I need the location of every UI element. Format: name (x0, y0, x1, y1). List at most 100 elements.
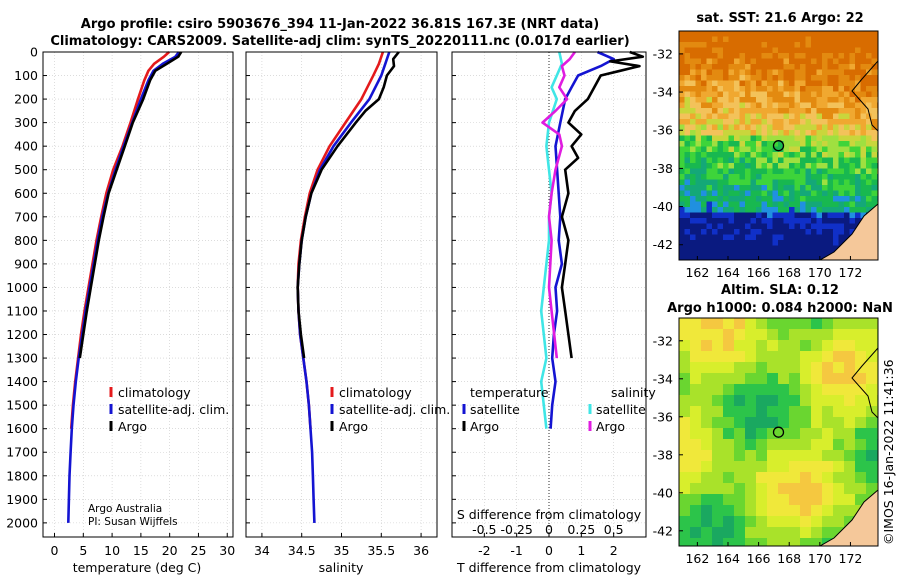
map-cell (794, 97, 801, 103)
map-cell (717, 201, 724, 208)
map-cell (745, 318, 757, 330)
map-cell (822, 251, 828, 257)
map-cell (717, 185, 724, 191)
map-cell (789, 157, 795, 164)
map-cell (822, 130, 828, 136)
map-cell (723, 406, 735, 418)
map-cell (701, 152, 707, 158)
map-cell (728, 130, 735, 136)
map-cell (750, 174, 757, 180)
map-cell (822, 113, 828, 120)
map-cell (838, 47, 845, 54)
map-cell (805, 75, 812, 81)
map-cell (772, 58, 779, 65)
y-tick-label: 1200 (6, 327, 38, 342)
map-cell (827, 201, 834, 208)
map-cell (690, 102, 696, 109)
map-cell (800, 472, 812, 484)
map-cell (822, 439, 834, 451)
map-cell (838, 146, 845, 153)
map-cell (701, 168, 707, 175)
map-cell (794, 196, 801, 202)
map-cell (723, 505, 735, 517)
map-cell (745, 135, 751, 142)
map-cell (690, 384, 702, 396)
map-cell (860, 135, 867, 142)
map-cell (756, 406, 768, 418)
map-cell (855, 190, 861, 197)
map-cell (679, 47, 685, 54)
map-cell (855, 218, 861, 224)
map-cell (811, 58, 817, 65)
map-cell (712, 428, 724, 440)
map-cell (789, 395, 801, 407)
map-cell (712, 340, 724, 352)
map-cell (745, 329, 757, 341)
map-cell (822, 329, 834, 341)
map-cell (844, 406, 856, 418)
map-cell (794, 146, 801, 153)
map-cell (734, 251, 740, 257)
map-cell (811, 196, 817, 202)
map-cell (789, 245, 795, 252)
map-cell (855, 124, 861, 131)
map-cell (695, 113, 702, 120)
map-cell (767, 472, 779, 484)
map-cell (767, 384, 779, 396)
map-cell (778, 152, 784, 158)
map-cell (690, 362, 702, 374)
map-cell (866, 384, 878, 396)
map-cell (778, 223, 784, 230)
map-cell (756, 42, 762, 48)
map-cell (723, 439, 735, 451)
map-cell (767, 201, 773, 208)
map-cell (822, 384, 834, 396)
map-cell (866, 168, 872, 175)
map-cell (767, 256, 773, 260)
map-cell (756, 36, 762, 43)
map-cell (717, 58, 724, 65)
map-cell (701, 69, 707, 76)
map-cell (783, 245, 790, 252)
map-cell (684, 174, 691, 180)
map-cell (723, 47, 729, 54)
map-cell (701, 417, 713, 429)
map-cell (855, 86, 861, 92)
map-cell (866, 428, 878, 440)
map-cell (778, 163, 784, 169)
map-cell (871, 31, 878, 37)
map-cell (871, 80, 878, 87)
map-cell (761, 119, 768, 125)
series-satellite-adj-clim- (67, 51, 180, 523)
map-cell (761, 146, 768, 153)
y-tick-label: 1600 (6, 421, 38, 436)
map-cell (723, 240, 729, 246)
map-cell (833, 201, 839, 208)
map-cell (739, 229, 746, 235)
map-cell (706, 168, 713, 175)
map-x-tick-label: 170 (808, 265, 832, 280)
map-cell (712, 146, 718, 153)
map-cell (866, 53, 872, 59)
map-cell (789, 251, 795, 257)
map-cell (728, 80, 735, 87)
map-cell (811, 406, 823, 418)
map-cell (723, 185, 729, 191)
map-cell (871, 152, 878, 158)
map-cell (695, 119, 702, 125)
map-cell (833, 472, 845, 484)
map-cell (789, 91, 795, 98)
map-cell (750, 31, 757, 37)
map-cell (712, 124, 718, 131)
map-cell (750, 201, 757, 208)
map-cell (739, 102, 746, 109)
map-cell (866, 97, 872, 103)
map-cell (712, 179, 718, 186)
map-cell (756, 223, 762, 230)
map-cell (712, 207, 718, 213)
map-cell (772, 168, 779, 175)
map-cell (833, 64, 839, 70)
map-cell (871, 64, 878, 70)
map-cell (833, 395, 845, 407)
map-cell (712, 406, 724, 418)
